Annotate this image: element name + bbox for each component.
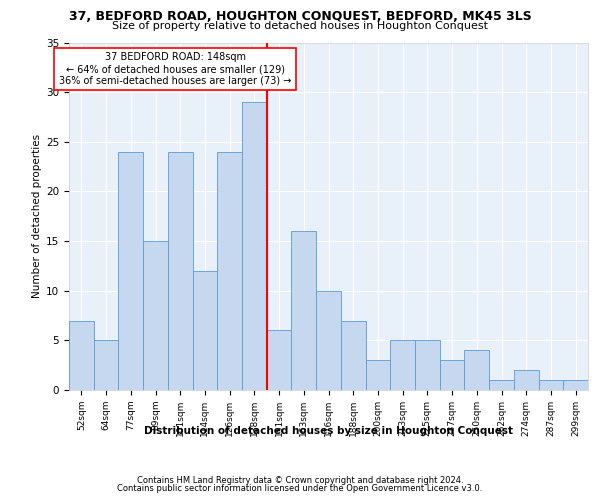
Bar: [464, 350, 489, 390]
Bar: [341, 320, 365, 390]
Text: Distribution of detached houses by size in Houghton Conquest: Distribution of detached houses by size …: [145, 426, 513, 436]
Bar: [539, 380, 563, 390]
Bar: [316, 290, 341, 390]
Bar: [242, 102, 267, 390]
Text: 37, BEDFORD ROAD, HOUGHTON CONQUEST, BEDFORD, MK45 3LS: 37, BEDFORD ROAD, HOUGHTON CONQUEST, BED…: [68, 10, 532, 23]
Text: Size of property relative to detached houses in Houghton Conquest: Size of property relative to detached ho…: [112, 21, 488, 31]
Bar: [489, 380, 514, 390]
Bar: [118, 152, 143, 390]
Text: 37 BEDFORD ROAD: 148sqm
← 64% of detached houses are smaller (129)
36% of semi-d: 37 BEDFORD ROAD: 148sqm ← 64% of detache…: [59, 52, 292, 86]
Bar: [69, 320, 94, 390]
Bar: [143, 241, 168, 390]
Bar: [217, 152, 242, 390]
Bar: [267, 330, 292, 390]
Bar: [390, 340, 415, 390]
Y-axis label: Number of detached properties: Number of detached properties: [32, 134, 42, 298]
Bar: [365, 360, 390, 390]
Bar: [514, 370, 539, 390]
Bar: [193, 271, 217, 390]
Bar: [440, 360, 464, 390]
Bar: [292, 231, 316, 390]
Text: Contains public sector information licensed under the Open Government Licence v3: Contains public sector information licen…: [118, 484, 482, 493]
Bar: [168, 152, 193, 390]
Bar: [94, 340, 118, 390]
Bar: [563, 380, 588, 390]
Text: Contains HM Land Registry data © Crown copyright and database right 2024.: Contains HM Land Registry data © Crown c…: [137, 476, 463, 485]
Bar: [415, 340, 440, 390]
